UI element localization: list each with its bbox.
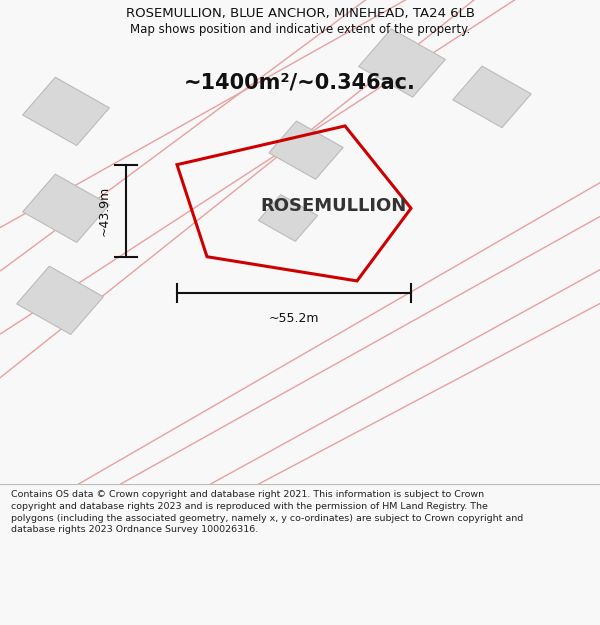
Text: ROSEMULLION: ROSEMULLION — [260, 197, 406, 215]
Polygon shape — [259, 194, 317, 241]
Text: Map shows position and indicative extent of the property.: Map shows position and indicative extent… — [130, 22, 470, 36]
Polygon shape — [453, 66, 531, 128]
Text: ~55.2m: ~55.2m — [269, 312, 319, 326]
Text: ~43.9m: ~43.9m — [98, 186, 111, 236]
Text: ROSEMULLION, BLUE ANCHOR, MINEHEAD, TA24 6LB: ROSEMULLION, BLUE ANCHOR, MINEHEAD, TA24… — [125, 8, 475, 20]
Polygon shape — [269, 121, 343, 179]
Polygon shape — [23, 174, 109, 242]
Text: Contains OS data © Crown copyright and database right 2021. This information is : Contains OS data © Crown copyright and d… — [11, 490, 523, 534]
Text: ~1400m²/~0.346ac.: ~1400m²/~0.346ac. — [184, 72, 416, 92]
Polygon shape — [23, 78, 109, 146]
Polygon shape — [359, 29, 445, 97]
Polygon shape — [17, 266, 103, 334]
